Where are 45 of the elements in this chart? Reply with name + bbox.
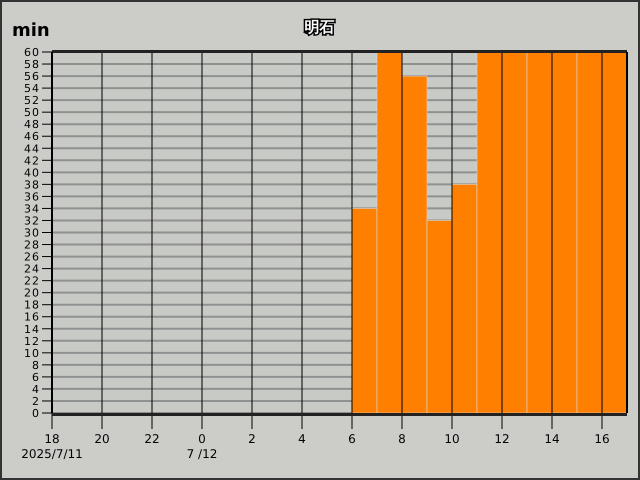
y-tick-label: 46 — [24, 130, 40, 144]
x-tick-label: 18 2025/7/11 — [21, 432, 83, 461]
y-tick-label: 32 — [24, 214, 40, 228]
y-tick-label: 30 — [24, 226, 40, 240]
y-tick-label: 2 — [32, 394, 40, 408]
y-tick-label: 40 — [24, 166, 40, 180]
y-tick-label: 54 — [24, 82, 40, 96]
y-tick-label: 20 — [24, 286, 40, 300]
y-tick-label: 6 — [32, 370, 40, 384]
y-tick-label: 12 — [24, 334, 40, 348]
x-tick-label: 10 — [444, 432, 460, 446]
x-tick-label: 12 — [494, 432, 510, 446]
y-tick-label: 14 — [24, 322, 40, 336]
x-tick-label: 8 — [398, 432, 406, 446]
x-tick-label: 0 7 /12 — [186, 432, 218, 461]
y-tick-label: 4 — [32, 382, 40, 396]
y-tick-label: 10 — [24, 346, 40, 360]
y-tick-label: 26 — [24, 250, 40, 264]
x-tick-label: 22 — [144, 432, 160, 446]
x-tick-label: 6 — [348, 432, 356, 446]
y-tick-label: 18 — [24, 298, 40, 312]
y-tick-label: 24 — [24, 262, 40, 276]
y-tick-label: 48 — [24, 118, 40, 132]
x-tick-label: 20 — [94, 432, 110, 446]
y-tick-label: 22 — [24, 274, 40, 288]
y-axis-title: min — [12, 20, 50, 41]
y-tick-label: 56 — [24, 70, 40, 84]
x-tick-label: 4 — [298, 432, 306, 446]
y-tick-label: 16 — [24, 310, 40, 324]
y-tick-label: 58 — [24, 58, 40, 72]
x-tick-label: 2 — [248, 432, 256, 446]
y-tick-label: 60 — [24, 46, 40, 59]
y-tick-label: 38 — [24, 178, 40, 192]
x-tick-label: 14 — [544, 432, 560, 446]
y-tick-label: 44 — [24, 142, 40, 156]
y-tick-label: 42 — [24, 154, 40, 168]
x-tick-label: 16 — [594, 432, 610, 446]
y-tick-label: 36 — [24, 190, 40, 204]
y-tick-label: 50 — [24, 106, 40, 120]
y-tick-label: 28 — [24, 238, 40, 252]
y-tick-label: 52 — [24, 94, 40, 108]
y-tick-label: 0 — [32, 407, 40, 420]
y-tick-label: 34 — [24, 202, 40, 216]
y-tick-label: 8 — [32, 358, 40, 372]
chart-title: 明石 — [304, 18, 334, 36]
